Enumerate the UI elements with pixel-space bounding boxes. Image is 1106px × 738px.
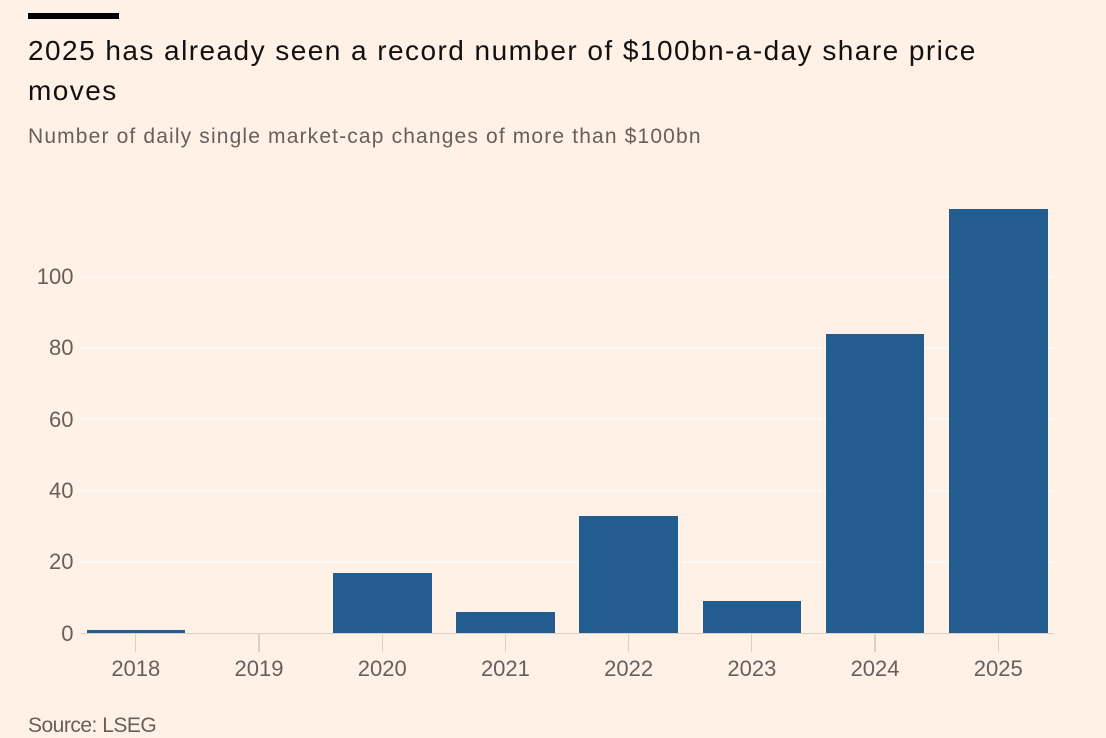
y-axis-label: 60 [49, 406, 74, 432]
bar-2021 [456, 611, 555, 634]
chart-subtitle: Number of daily single market-cap change… [28, 124, 702, 148]
gridline-60 [80, 418, 1054, 421]
bar-2020 [332, 572, 432, 634]
x-axis-label: 2022 [604, 656, 654, 682]
source-note: Source: LSEG [28, 714, 157, 737]
bar-2022 [579, 515, 678, 634]
x-axis-tick [381, 633, 383, 652]
x-axis-label: 2020 [357, 656, 407, 682]
x-axis-label: 2024 [850, 656, 900, 682]
x-axis-tick [258, 633, 260, 652]
bar-2023 [702, 601, 802, 634]
bar-2024 [825, 333, 925, 634]
x-axis-tick [874, 633, 876, 652]
x-axis-tick [628, 633, 630, 652]
x-axis-label: 2023 [727, 656, 777, 682]
x-axis-tick [504, 633, 507, 652]
bar-2025 [948, 208, 1048, 634]
x-axis-tick [997, 633, 999, 652]
gridline-40 [80, 489, 1054, 492]
chart-title: 2025 has already seen a record number of… [28, 35, 977, 106]
gridline-20 [80, 560, 1054, 563]
brand-rule [28, 13, 119, 19]
x-axis-label: 2018 [111, 656, 161, 682]
x-axis-tick [751, 633, 753, 652]
x-axis-baseline [80, 633, 1054, 635]
bar-2018 [86, 629, 186, 634]
x-axis-tick [135, 633, 137, 652]
y-axis-label: 80 [49, 335, 74, 361]
x-axis-label: 2019 [234, 656, 284, 682]
gridline-80 [80, 346, 1054, 349]
y-axis-label: 40 [49, 478, 74, 504]
y-axis-label: 20 [49, 549, 74, 575]
y-axis-label: 0 [61, 620, 74, 646]
y-axis-label: 100 [36, 264, 74, 290]
x-axis-label: 2025 [973, 656, 1023, 682]
gridline-100 [80, 275, 1054, 278]
x-axis-label: 2021 [480, 656, 530, 682]
